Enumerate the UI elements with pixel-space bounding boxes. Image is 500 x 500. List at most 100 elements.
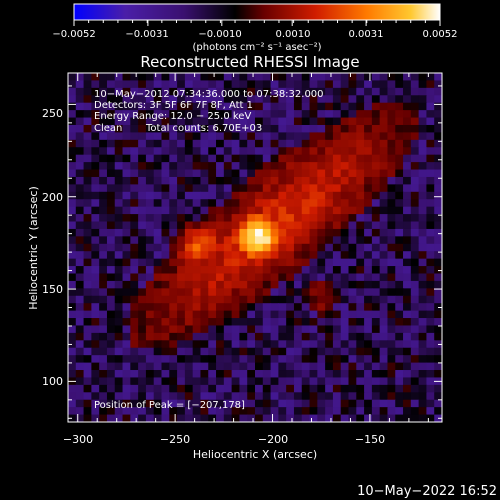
heatmap-pixel (270, 399, 279, 408)
heatmap-pixel (426, 377, 435, 386)
heatmap-pixel (177, 102, 186, 111)
heatmap-pixel (138, 191, 147, 200)
heatmap-pixel (278, 392, 287, 401)
heatmap-pixel (418, 228, 428, 237)
heatmap-pixel (75, 340, 85, 349)
heatmap-pixel (75, 370, 85, 379)
heatmap-pixel (270, 243, 279, 252)
heatmap-pixel (301, 228, 311, 237)
x-tick-label-1: −250 (160, 433, 190, 446)
heatmap-pixel (340, 325, 350, 334)
heatmap-pixel (192, 266, 202, 275)
heatmap-pixel (68, 221, 77, 230)
heatmap-pixel (83, 117, 92, 126)
heatmap-pixel (145, 303, 155, 312)
heatmap-pixel (395, 266, 404, 275)
heatmap-pixel (340, 132, 350, 141)
heatmap-pixel (325, 318, 334, 327)
heatmap-pixel (325, 139, 334, 148)
heatmap-pixel (356, 169, 365, 178)
heatmap-pixel (91, 154, 100, 163)
heatmap-pixel (153, 80, 163, 89)
heatmap-pixel (75, 191, 85, 200)
heatmap-pixel (286, 191, 295, 200)
heatmap-pixel (122, 347, 131, 356)
heatmap-pixel (177, 87, 186, 96)
heatmap-pixel (309, 362, 318, 371)
heatmap-pixel (247, 228, 256, 237)
heatmap-pixel (130, 347, 139, 356)
heatmap-pixel (239, 132, 248, 141)
heatmap-pixel (231, 110, 241, 119)
heatmap-pixel (301, 407, 311, 416)
heatmap-pixel (410, 228, 420, 237)
heatmap-pixel (426, 132, 435, 141)
heatmap-pixel (223, 132, 233, 141)
heatmap-pixel (106, 124, 116, 134)
heatmap-pixel (270, 110, 279, 119)
heatmap-pixel (434, 221, 442, 230)
heatmap-pixel (130, 243, 139, 252)
heatmap-pixel (410, 399, 420, 408)
heatmap-pixel (403, 110, 412, 119)
heatmap-pixel (130, 273, 139, 282)
heatmap-pixel (395, 117, 404, 126)
heatmap-pixel (348, 258, 357, 267)
heatmap-pixel (184, 355, 194, 364)
heatmap-pixel (317, 221, 326, 230)
heatmap-pixel (145, 377, 155, 386)
heatmap-pixel (426, 399, 435, 408)
heatmap-pixel (122, 117, 131, 126)
heatmap-pixel (75, 258, 85, 267)
heatmap-pixel (325, 169, 334, 178)
heatmap-pixel (231, 295, 241, 304)
heatmap-pixel (325, 102, 334, 111)
heatmap-pixel (216, 303, 225, 312)
heatmap-pixel (434, 184, 442, 193)
heatmap-pixel (145, 199, 155, 208)
heatmap-pixel (364, 370, 373, 379)
heatmap-pixel (247, 258, 256, 267)
heatmap-pixel (418, 80, 428, 89)
x-tick-label-3: −150 (355, 433, 385, 446)
heatmap-pixel (255, 407, 264, 416)
heatmap-pixel (364, 176, 373, 185)
heatmap-pixel (75, 102, 85, 111)
heatmap-pixel (301, 258, 311, 267)
heatmap-pixel (371, 377, 381, 386)
heatmap-pixel (75, 332, 85, 341)
heatmap-pixel (325, 228, 334, 237)
heatmap-pixel (192, 325, 202, 334)
heatmap-pixel (239, 258, 248, 267)
heatmap-pixel (68, 191, 77, 200)
heatmap-pixel (106, 162, 116, 171)
heatmap-pixel (231, 243, 241, 252)
heatmap-pixel (403, 392, 412, 401)
heatmap-pixel (223, 325, 233, 334)
heatmap-pixel (348, 407, 357, 416)
heatmap-pixel (379, 384, 389, 393)
heatmap-pixel (161, 102, 170, 111)
heatmap-pixel (200, 310, 209, 319)
heatmap-pixel (200, 318, 209, 327)
heatmap-pixel (301, 169, 311, 178)
heatmap-pixel (75, 303, 85, 312)
heatmap-pixel (122, 147, 131, 156)
heatmap-pixel (364, 154, 373, 163)
heatmap-pixel (270, 147, 279, 156)
heatmap-pixel (216, 147, 225, 156)
heatmap-pixel (356, 221, 365, 230)
heatmap-pixel (153, 184, 163, 193)
heatmap-pixel (426, 392, 435, 401)
heatmap-pixel (223, 95, 233, 104)
heatmap-pixel (301, 87, 311, 96)
heatmap-pixel (403, 176, 412, 185)
heatmap-pixel (216, 214, 225, 223)
heatmap-pixel (340, 399, 350, 408)
heatmap-pixel (106, 377, 116, 386)
heatmap-pixel (426, 73, 435, 82)
heatmap-pixel (122, 124, 131, 134)
heatmap-pixel (223, 139, 233, 148)
heatmap-pixel (325, 147, 334, 156)
heatmap-pixel (332, 251, 342, 260)
